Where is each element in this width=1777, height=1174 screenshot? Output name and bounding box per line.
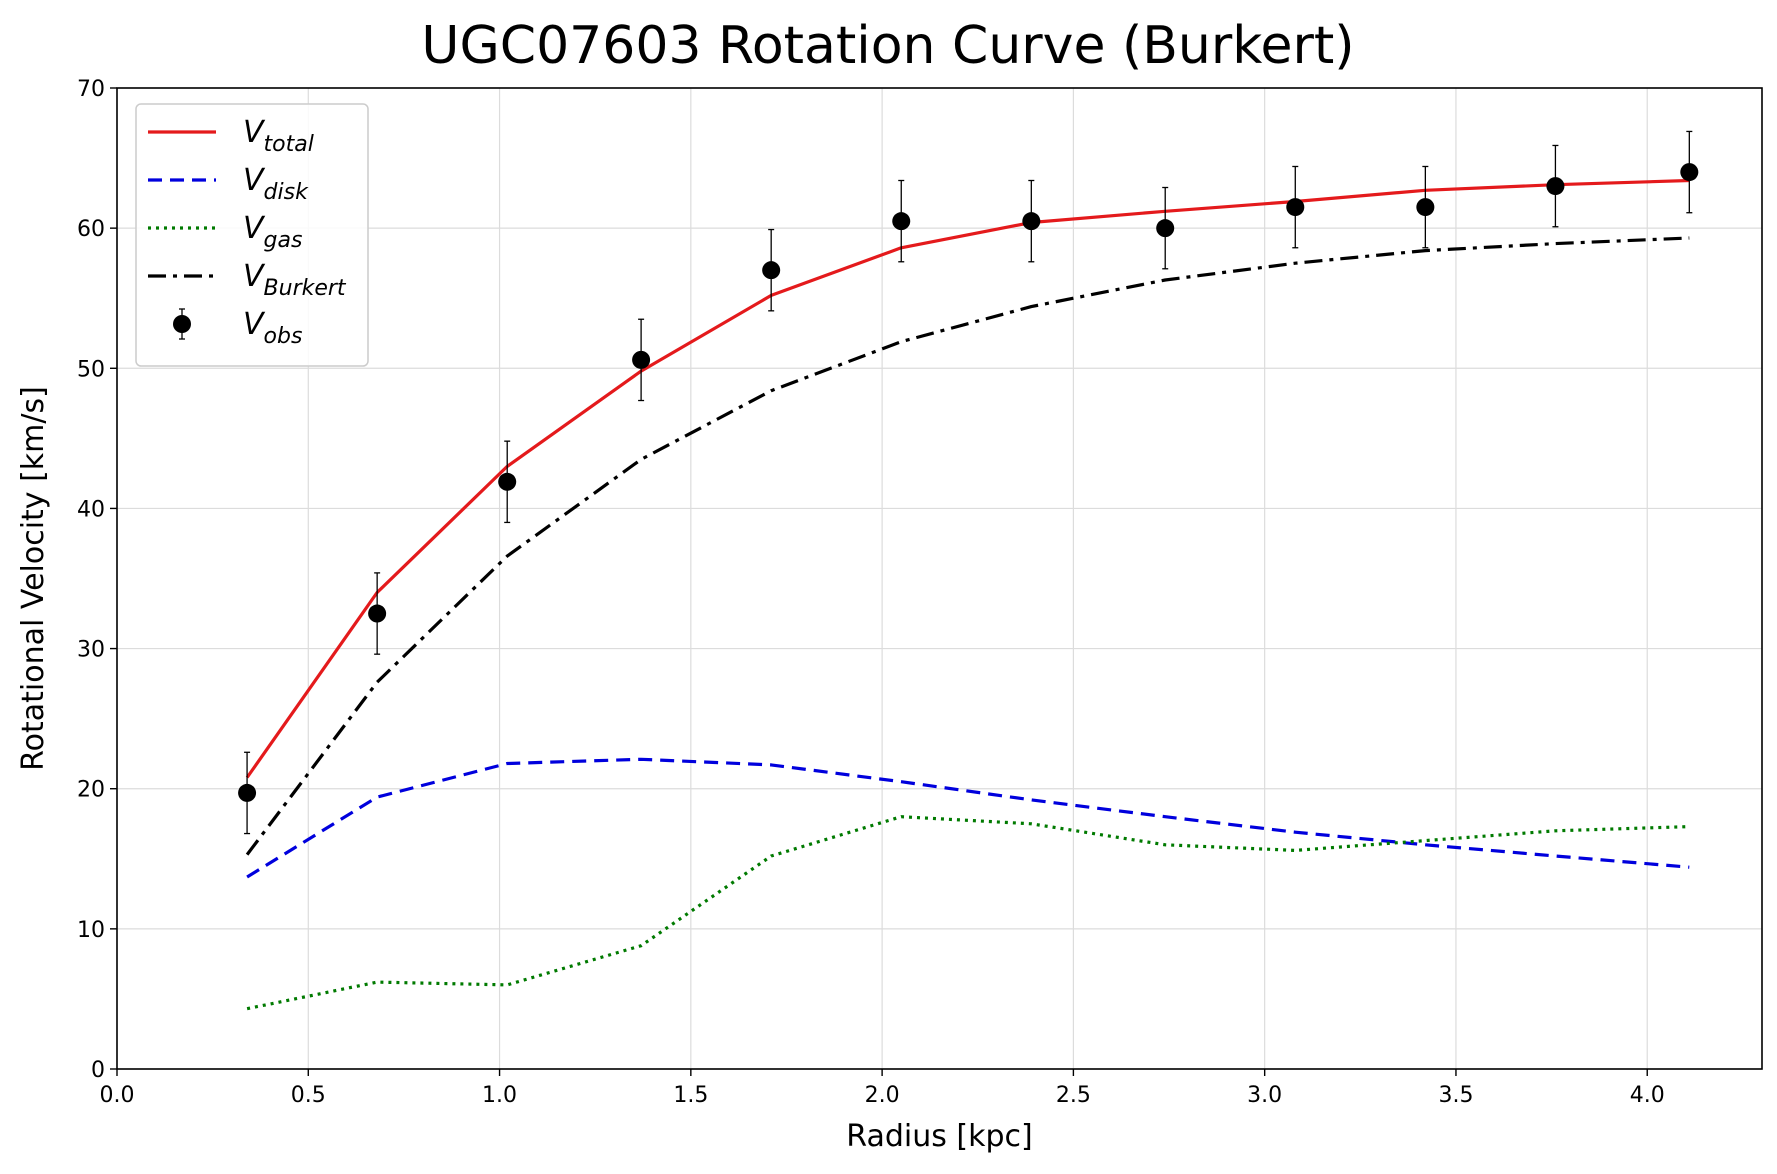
y-tick-label: 40 <box>77 497 105 522</box>
observed-point <box>892 212 911 231</box>
observed-point <box>762 261 781 280</box>
series-line-gas <box>246 815 1690 1011</box>
series-line-burkert <box>245 236 1690 856</box>
legend-label-base: V <box>243 163 266 198</box>
y-tick-label: 10 <box>77 918 105 943</box>
legend-label-burkert: VBurkert <box>243 259 347 301</box>
legend-label-obs: Vobs <box>243 307 302 349</box>
y-axis-title: Rotational Velocity [km/s] <box>16 386 51 771</box>
y-tick-label: 0 <box>91 1058 105 1083</box>
plot-frame <box>116 87 1763 1070</box>
y-tick-label: 20 <box>77 778 105 803</box>
series-line-total <box>245 178 1690 779</box>
legend-label-base: V <box>243 307 266 342</box>
legend-label-subscript: obs <box>264 324 303 349</box>
observed-point <box>1546 177 1565 196</box>
series-layer <box>245 178 1690 1011</box>
x-axis-ticks: 0.0 0.5 1.0 1.5 2.0 2.5 3.0 3.5 4.0 <box>100 1069 1665 1108</box>
observed-point <box>238 783 257 802</box>
observed-point <box>1022 212 1041 231</box>
legend-label-base: V <box>243 259 266 294</box>
legend-label-subscript: Burkert <box>264 276 347 301</box>
x-tick-label: 2.0 <box>865 1083 900 1108</box>
y-tick-label: 50 <box>77 357 105 382</box>
x-tick-label: 1.0 <box>482 1083 517 1108</box>
observed-point <box>498 472 517 491</box>
x-tick-label: 1.5 <box>673 1083 708 1108</box>
observed-point <box>1156 219 1175 238</box>
legend-label-subscript: gas <box>264 228 303 253</box>
x-tick-label: 2.5 <box>1056 1083 1091 1108</box>
x-tick-label: 0.5 <box>291 1083 326 1108</box>
x-tick-label: 3.0 <box>1247 1083 1282 1108</box>
y-axis-ticks: 0 10 20 30 40 50 60 70 <box>77 77 117 1083</box>
observed-point <box>1416 198 1435 217</box>
legend-label-gas: Vgas <box>243 211 302 253</box>
x-axis-title: Radius [kpc] <box>846 1119 1032 1154</box>
legend-label-disk: Vdisk <box>243 163 309 205</box>
legend-label-subscript: disk <box>264 180 310 205</box>
x-tick-label: 3.5 <box>1438 1083 1473 1108</box>
y-tick-label: 30 <box>77 638 105 663</box>
observed-point <box>632 350 651 369</box>
legend-label-base: V <box>243 115 266 150</box>
legend-swatch-marker <box>173 315 191 333</box>
y-tick-label: 70 <box>77 77 105 102</box>
legend-box <box>135 103 369 367</box>
observed-point <box>1286 198 1305 217</box>
observed-point <box>1680 163 1699 182</box>
observed-point <box>368 604 387 623</box>
chart-title: UGC07603 Rotation Curve (Burkert) <box>421 16 1354 76</box>
observed-points-layer <box>238 130 1699 835</box>
legend-label-base: V <box>243 211 266 246</box>
x-tick-label: 0.0 <box>100 1083 135 1108</box>
legend-label-subscript: total <box>264 132 314 157</box>
legend-label-total: Vtotal <box>243 115 314 157</box>
series-line-disk <box>246 757 1690 879</box>
x-tick-label: 4.0 <box>1630 1083 1665 1108</box>
y-tick-label: 60 <box>77 217 105 242</box>
